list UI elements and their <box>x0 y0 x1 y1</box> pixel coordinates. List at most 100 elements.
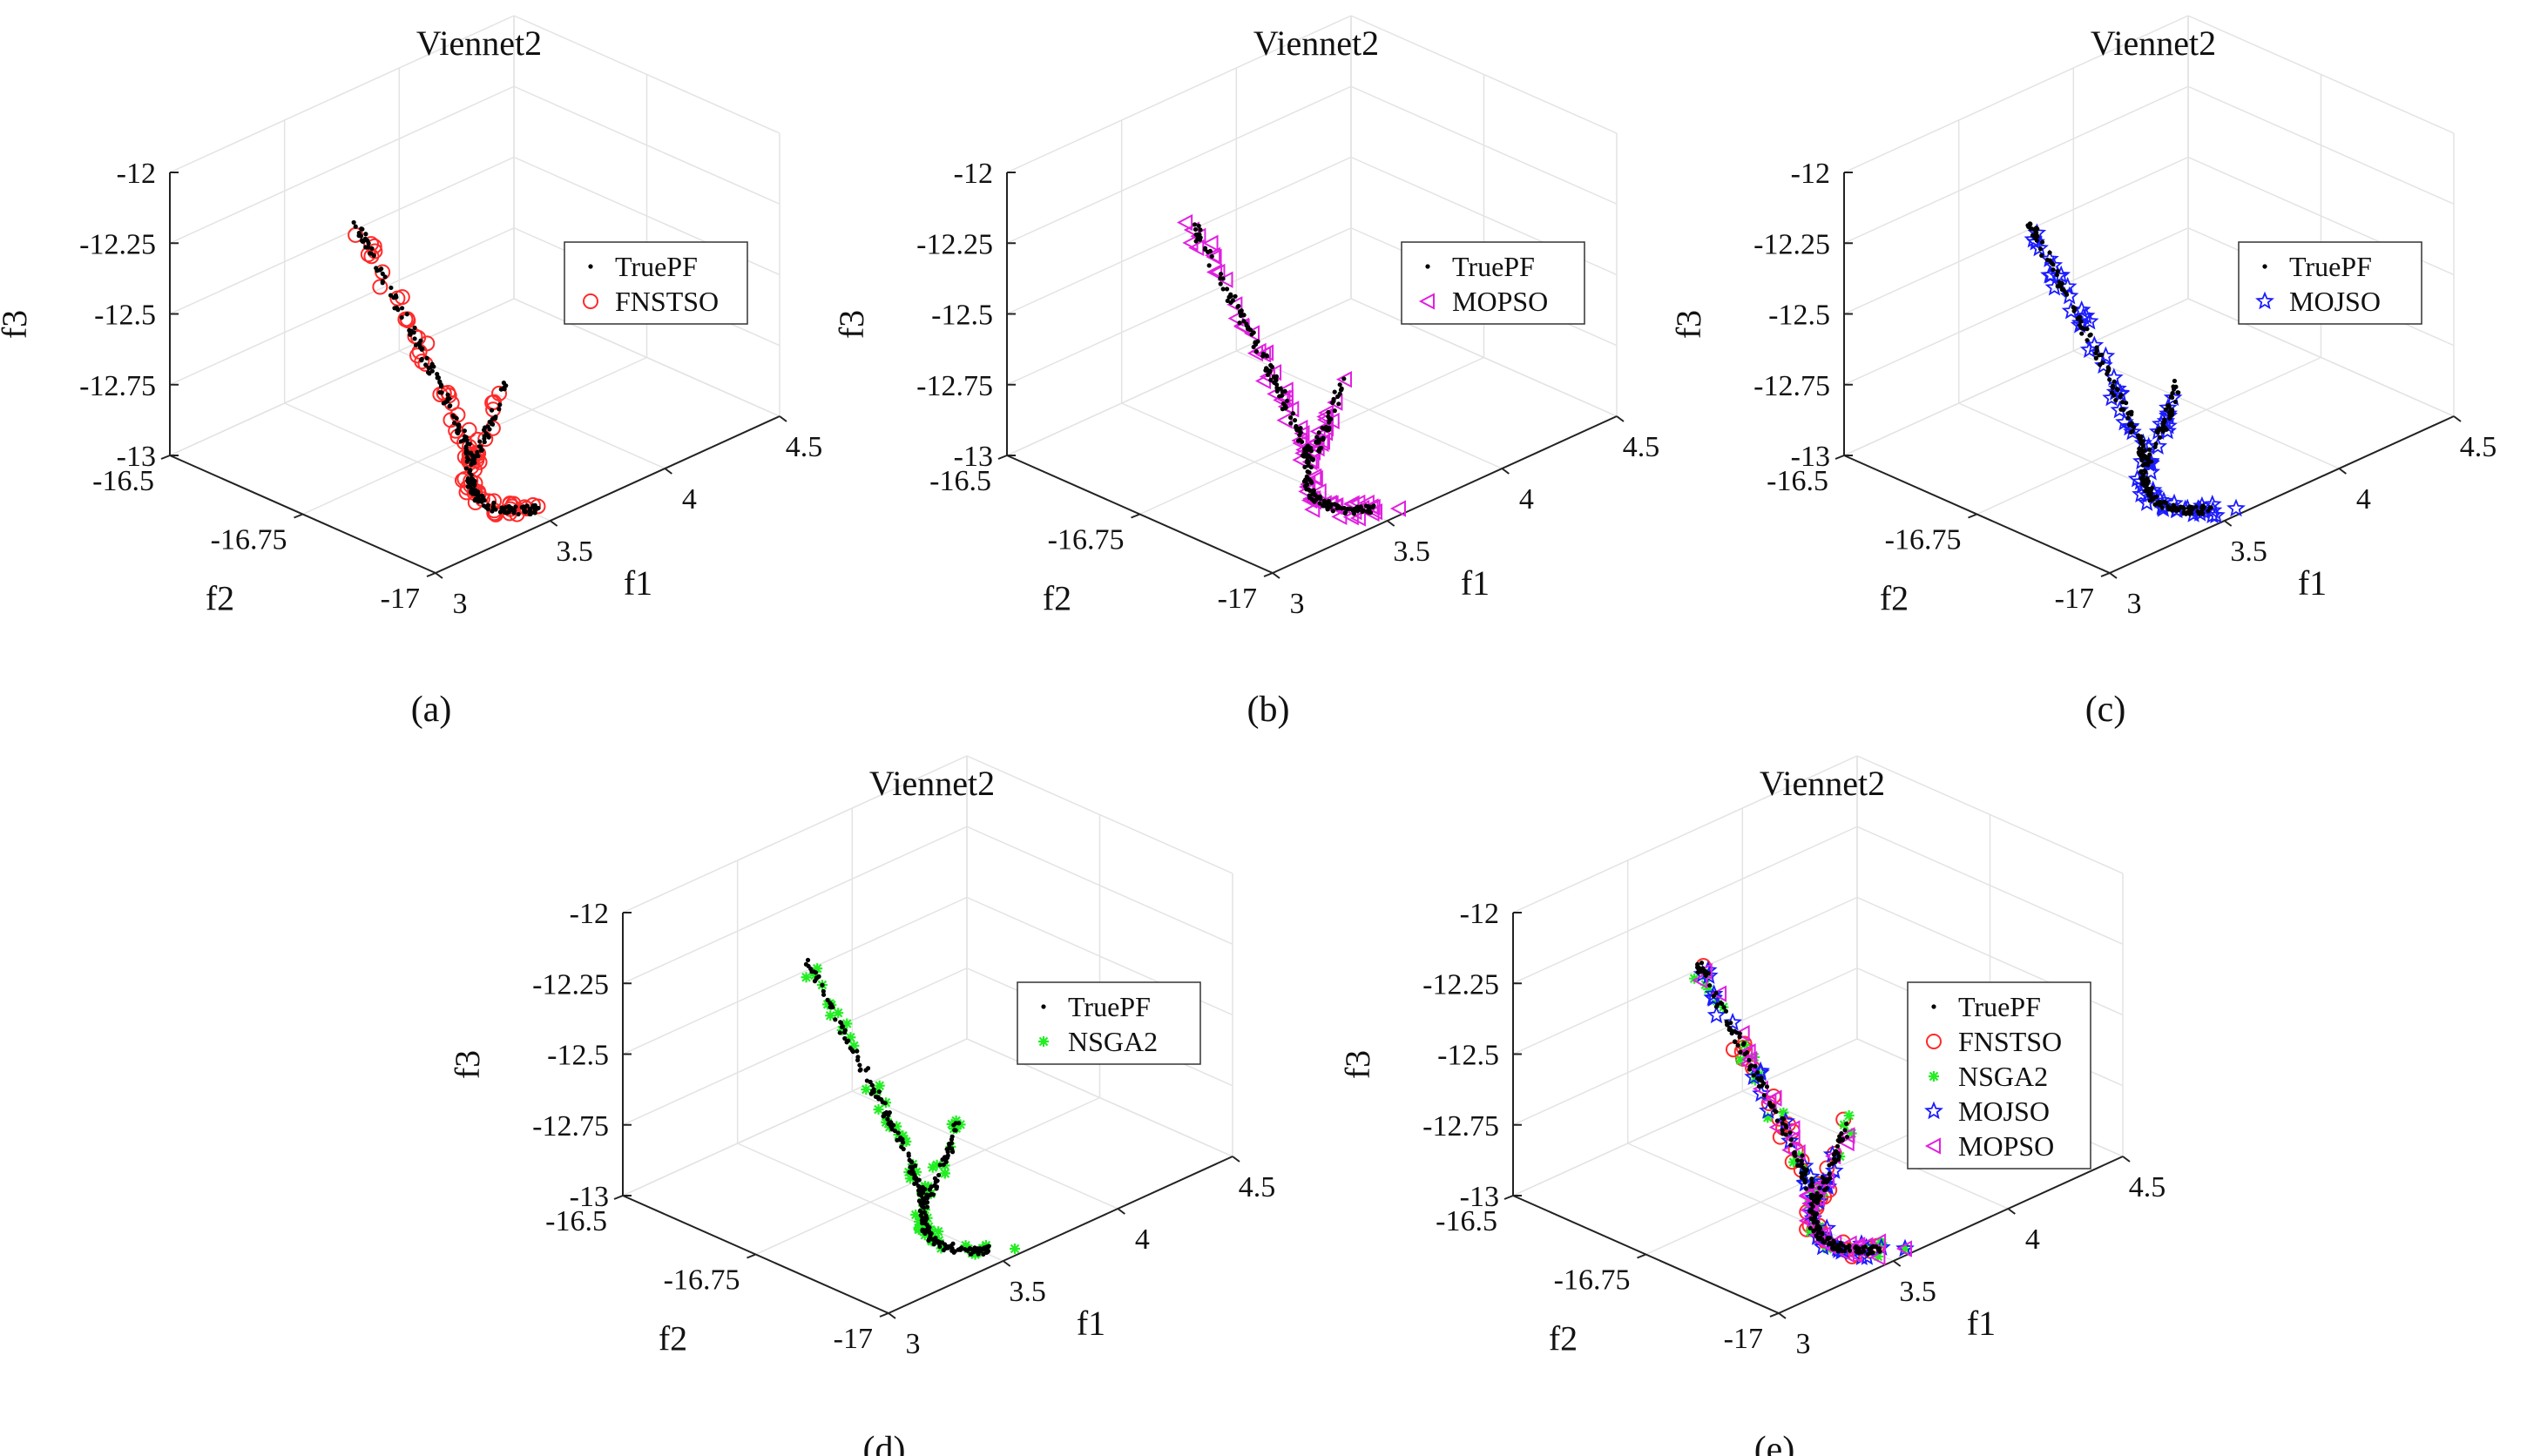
data-point <box>922 1218 929 1223</box>
data-point <box>1791 1151 1797 1156</box>
data-point <box>451 415 456 420</box>
data-point <box>429 368 435 374</box>
series-nsga2 <box>1689 967 1910 1262</box>
data-point <box>833 1008 844 1019</box>
data-point <box>1825 1178 1830 1183</box>
data-point <box>895 1130 901 1136</box>
data-point <box>461 421 477 438</box>
data-point <box>2186 505 2191 511</box>
grid-line <box>1843 227 2189 386</box>
series-truepf <box>1695 961 1882 1257</box>
data-point <box>1846 1244 1852 1250</box>
z-tick-label: -12.75 <box>532 1110 609 1143</box>
data-point <box>397 311 414 327</box>
x-tick-mark <box>2338 468 2347 475</box>
data-point <box>1342 510 1348 516</box>
data-point <box>1355 509 1361 514</box>
data-point <box>918 1201 923 1206</box>
data-point <box>1723 1008 1729 1014</box>
data-point <box>922 1230 928 1237</box>
data-point <box>1307 469 1312 475</box>
data-point <box>933 1179 938 1184</box>
legend-label: FNSTSO <box>615 286 719 317</box>
data-point <box>801 972 812 983</box>
data-point <box>1317 501 1322 506</box>
data-point <box>1802 1172 1808 1177</box>
x-tick-mark <box>2122 1156 2131 1163</box>
data-point <box>516 511 521 517</box>
data-point <box>945 1244 950 1250</box>
data-point <box>1326 409 1331 415</box>
y-tick-label: -16.5 <box>1767 465 1828 497</box>
data-point <box>1772 1108 1778 1113</box>
z-tick-label: -12.25 <box>916 228 993 260</box>
data-point <box>1287 415 1294 421</box>
data-point <box>898 1135 903 1141</box>
data-point <box>409 328 414 334</box>
data-point <box>913 1176 918 1182</box>
data-point <box>1306 459 1311 465</box>
y-tick-label: -16.5 <box>929 465 991 497</box>
data-point <box>363 232 368 237</box>
data-point <box>820 982 825 988</box>
data-point <box>937 1163 943 1168</box>
data-point <box>469 472 474 478</box>
data-point <box>1198 227 1203 233</box>
x-tick-label: 3.5 <box>556 536 593 568</box>
data-point <box>1831 1156 1837 1162</box>
data-point <box>855 1048 860 1054</box>
data-point <box>1321 436 1326 442</box>
data-point <box>2140 453 2159 471</box>
data-point <box>2030 238 2049 257</box>
data-point <box>2093 355 2098 361</box>
data-point <box>1282 388 1287 394</box>
data-point <box>2167 415 2172 421</box>
x-tick-mark <box>1232 1156 1240 1163</box>
data-point <box>916 1177 922 1183</box>
data-point <box>1834 1143 1841 1149</box>
grid-line <box>1856 826 2124 945</box>
data-point <box>2163 407 2168 412</box>
data-point <box>1317 448 1322 454</box>
data-point <box>491 385 508 401</box>
data-point <box>1858 1249 1863 1255</box>
axes <box>997 172 1625 579</box>
data-point <box>1778 1107 1789 1118</box>
data-point <box>1220 286 1226 292</box>
z-tick-label: -12.25 <box>1753 228 1830 260</box>
x-axis-line <box>435 415 780 574</box>
data-point <box>1319 445 1324 450</box>
data-point <box>1226 296 1243 313</box>
data-point <box>1225 298 1230 304</box>
data-point <box>805 957 811 963</box>
data-point <box>1846 1128 1857 1139</box>
data-point <box>904 1173 916 1184</box>
legend-marker <box>1418 293 1435 310</box>
data-point <box>2140 439 2146 444</box>
grid-line <box>169 227 515 386</box>
data-point <box>1807 1225 1813 1230</box>
data-point <box>1875 1246 1881 1251</box>
data-point <box>2154 491 2173 509</box>
data-point <box>2102 388 2121 407</box>
grid-line <box>1843 156 2189 315</box>
data-point <box>2039 239 2045 245</box>
data-point <box>1241 319 1247 324</box>
data-point <box>477 439 483 444</box>
data-point <box>932 1176 938 1181</box>
series-truepf <box>351 219 541 517</box>
data-point <box>1799 1162 1805 1167</box>
grid-line <box>1006 85 1352 244</box>
data-point <box>1816 1223 1821 1230</box>
grid-line <box>622 826 968 984</box>
data-point <box>1269 364 1275 370</box>
data-point <box>899 1144 904 1149</box>
x-tick-mark <box>2109 572 2118 579</box>
data-point <box>876 1089 882 1095</box>
grid-lines <box>622 755 1233 1314</box>
data-point <box>1787 1130 1793 1136</box>
data-point <box>2119 400 2125 405</box>
grid-line <box>302 356 647 516</box>
data-point <box>1332 389 1337 394</box>
